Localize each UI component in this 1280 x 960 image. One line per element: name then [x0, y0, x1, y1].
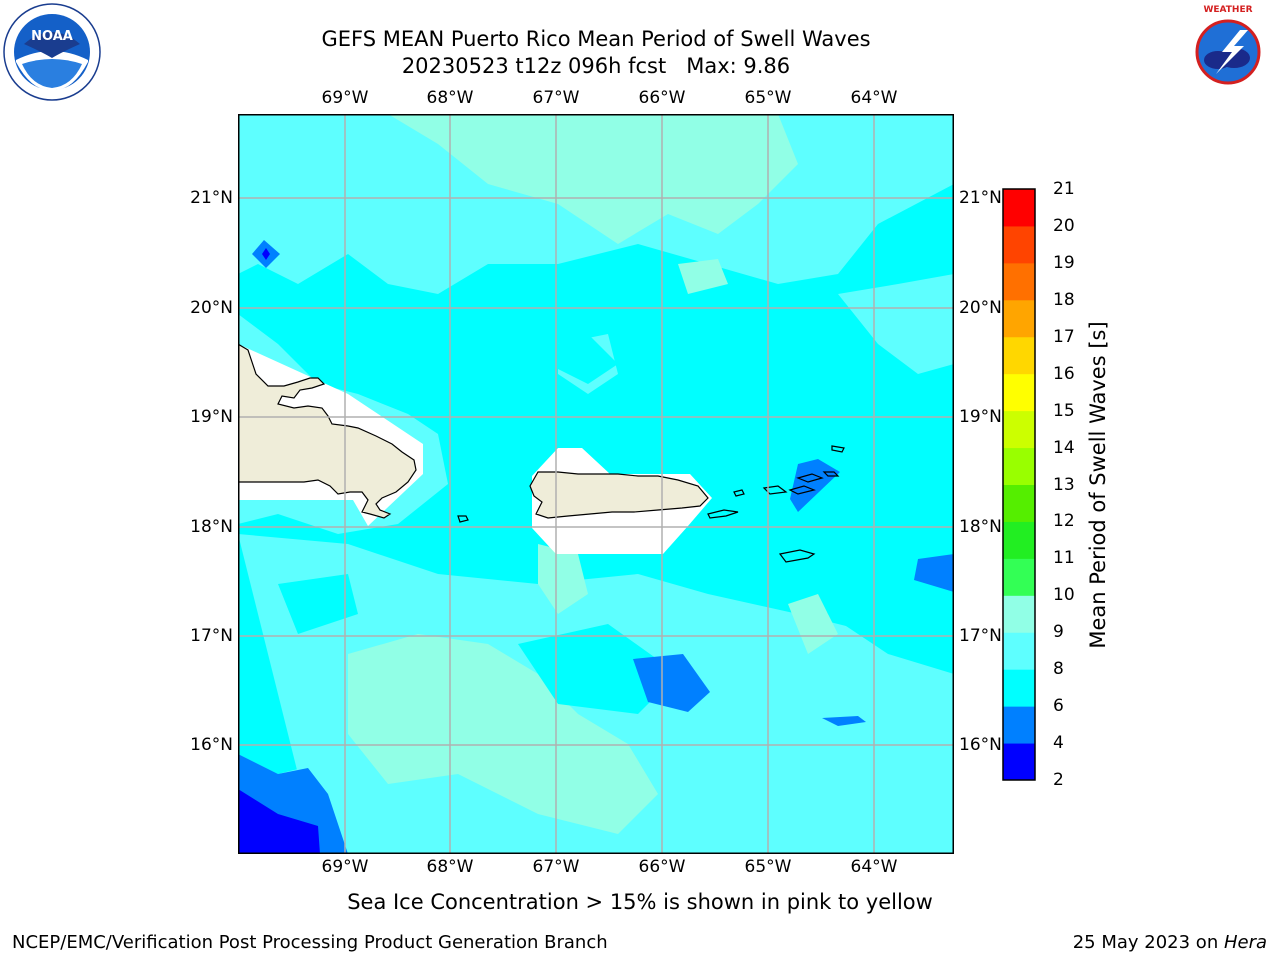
lon-tick-top: 67°W	[532, 88, 580, 108]
lon-tick-top: 68°W	[426, 88, 474, 108]
colorbar-swatch	[1003, 484, 1035, 522]
lon-tick-bottom: 69°W	[321, 857, 369, 877]
field-9-10	[348, 634, 658, 834]
colorbar	[1002, 188, 1036, 781]
nws-logo-icon: WEATHER	[1181, 3, 1275, 97]
field-2-4	[238, 789, 320, 854]
lon-tick-top: 64°W	[850, 88, 898, 108]
field-6-8	[798, 514, 954, 674]
lat-tick-left: 16°N	[190, 735, 233, 755]
colorbar-tick-label: 15	[1053, 400, 1075, 421]
svg-text:WEATHER: WEATHER	[1203, 5, 1252, 15]
field-4-6	[914, 554, 954, 592]
map-title: GEFS MEAN Puerto Rico Mean Period of Swe…	[196, 26, 996, 80]
colorbar-swatch	[1003, 373, 1035, 412]
lat-tick-left: 19°N	[190, 407, 233, 427]
island	[788, 485, 816, 495]
colorbar-swatch	[1003, 521, 1035, 559]
title-line-1: GEFS MEAN Puerto Rico Mean Period of Swe…	[321, 27, 871, 51]
lat-tick-right: 21°N	[959, 188, 1002, 208]
field-4-6	[822, 716, 866, 726]
lat-tick-left: 21°N	[190, 188, 233, 208]
sea-ice-note: Sea Ice Concentration > 15% is shown in …	[347, 890, 933, 914]
lon-tick-bottom: 64°W	[850, 857, 898, 877]
colorbar-swatch	[1003, 225, 1035, 264]
colorbar-swatch	[1003, 336, 1035, 375]
island	[778, 549, 816, 563]
lat-tick-right: 17°N	[959, 626, 1002, 646]
colorbar-tick-label: 18	[1053, 289, 1075, 310]
puerto-rico-land	[529, 471, 709, 519]
colorbar-tick-label: 17	[1053, 326, 1075, 347]
field-9-10	[678, 259, 728, 294]
colorbar-swatch	[1003, 706, 1035, 744]
island	[457, 515, 469, 523]
colorbar-tick-label: 20	[1053, 215, 1075, 236]
field-6-8	[278, 574, 358, 634]
lat-tick-left: 17°N	[190, 626, 233, 646]
colorbar-tick-label: 12	[1053, 511, 1075, 532]
colorbar-tick-label: 19	[1053, 252, 1075, 273]
island	[796, 473, 824, 483]
title-line-2: 20230523 t12z 096h fcst Max: 9.86	[401, 54, 791, 78]
colorbar-swatch	[1003, 447, 1035, 485]
field-2-4	[262, 248, 270, 260]
svg-text:NOAA: NOAA	[31, 29, 73, 44]
field-9-10	[388, 114, 798, 244]
field-6-8	[558, 334, 618, 384]
footer-date: 25 May 2023 on Hera	[1072, 932, 1267, 953]
lat-tick-right: 18°N	[959, 517, 1002, 537]
swell-period-map	[238, 114, 954, 854]
colorbar-tick-label: 14	[1053, 437, 1075, 458]
island	[707, 509, 739, 519]
colorbar-swatch	[1003, 595, 1035, 633]
footer-credit: NCEP/EMC/Verification Post Processing Pr…	[12, 932, 608, 953]
colorbar-tick-label: 9	[1053, 622, 1064, 643]
field-9-10	[538, 544, 588, 614]
lon-tick-bottom: 67°W	[532, 857, 580, 877]
lon-tick-bottom: 65°W	[744, 857, 792, 877]
lon-tick-top: 65°W	[744, 88, 792, 108]
colorbar-swatch	[1003, 299, 1035, 338]
lat-tick-right: 19°N	[959, 407, 1002, 427]
island	[831, 445, 845, 453]
colorbar-swatch	[1003, 743, 1035, 781]
lat-tick-left: 18°N	[190, 517, 233, 537]
field-4-6	[633, 654, 710, 712]
colorbar-tick-label: 8	[1053, 659, 1064, 680]
lat-tick-left: 20°N	[190, 298, 233, 318]
colorbar-title: Mean Period of Swell Waves [s]	[1086, 321, 1110, 649]
field-6-8	[518, 624, 678, 714]
colorbar-swatch	[1003, 632, 1035, 670]
graticule	[238, 114, 954, 854]
field-8-9	[838, 274, 954, 374]
colorbar-tick-label: 6	[1053, 696, 1064, 717]
noaa-logo-icon: NOAA	[3, 3, 101, 101]
colorbar-tick-label: 4	[1053, 733, 1064, 754]
colorbar-tick-label: 21	[1053, 179, 1075, 199]
colorbar-swatch	[1003, 558, 1035, 596]
colorbar-tick-label: 11	[1053, 548, 1075, 569]
lon-tick-top: 69°W	[321, 88, 369, 108]
lat-tick-right: 20°N	[959, 298, 1002, 318]
field-9-10	[788, 594, 838, 654]
colorbar-tick-label: 2	[1053, 770, 1064, 790]
lat-tick-right: 16°N	[959, 735, 1002, 755]
colorbar-swatch	[1003, 262, 1035, 301]
colorbar-swatch	[1003, 189, 1035, 227]
island	[822, 471, 840, 477]
colorbar-tick-label: 10	[1053, 585, 1075, 606]
lon-tick-bottom: 66°W	[638, 857, 686, 877]
colorbar-tick-label: 16	[1053, 363, 1075, 384]
lon-tick-top: 66°W	[638, 88, 686, 108]
island	[733, 489, 745, 497]
lon-tick-bottom: 68°W	[426, 857, 474, 877]
hispaniola-land	[238, 343, 417, 519]
colorbar-swatch	[1003, 669, 1035, 707]
colorbar-tick-label: 13	[1053, 474, 1075, 495]
colorbar-swatch	[1003, 410, 1035, 449]
